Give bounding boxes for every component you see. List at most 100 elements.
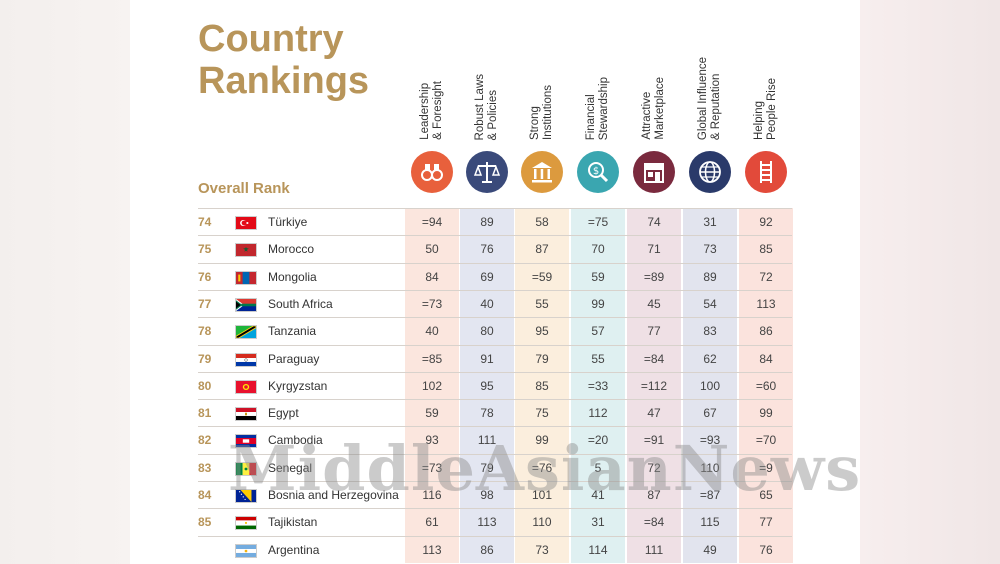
- score-cell: 71: [647, 242, 661, 257]
- score-cell: 111: [477, 433, 497, 448]
- column-header-7: Helping People Rise: [739, 35, 793, 140]
- morocco-flag: [235, 243, 257, 258]
- score-cell: 74: [647, 215, 661, 229]
- score-cell: 116: [422, 488, 442, 502]
- column-header-label: Leadership & Foresight: [419, 81, 444, 140]
- score-cell: 101: [531, 488, 553, 502]
- column-background-2: [460, 208, 514, 563]
- country-name: Tanzania: [268, 324, 317, 339]
- table-row: 76 Mongolia 84 69 =59 59 =89 89 72: [198, 262, 792, 291]
- score-cell: 40: [425, 324, 439, 339]
- score-cell: =75: [587, 215, 609, 229]
- score-cell: 87: [535, 242, 549, 257]
- score-cell: =60: [755, 378, 777, 393]
- score-cell: 114: [588, 542, 608, 557]
- score-cell: =84: [643, 515, 665, 530]
- score-cell: =87: [699, 488, 721, 502]
- score-cell: 99: [759, 406, 773, 421]
- egypt-flag: [235, 407, 257, 422]
- score-cell: =94: [421, 215, 443, 229]
- score-cell: 99: [591, 296, 605, 311]
- score-cell: 80: [480, 324, 494, 339]
- score-cell: 31: [591, 515, 605, 530]
- watermark: MiddleAsianNews: [228, 432, 862, 505]
- column-header-label: Financial Stewardship: [585, 76, 610, 140]
- bosnia-flag: [235, 489, 257, 503]
- score-cell: =91: [643, 433, 665, 448]
- score-cell: =9: [759, 460, 773, 475]
- overall-rank: 81: [198, 406, 212, 421]
- score-cell: 77: [759, 515, 773, 530]
- cambodia-flag: [235, 434, 257, 449]
- country-name: Argentina: [268, 542, 320, 557]
- column-background-5: [627, 208, 681, 563]
- column-header-label: Strong Institutions: [529, 85, 554, 140]
- score-cell: 91: [480, 351, 494, 366]
- score-cell: 89: [480, 215, 494, 229]
- overall-rank: 76: [198, 269, 212, 284]
- score-cell: 95: [480, 378, 494, 393]
- table-row: 74 Türkiye =94 89 58 =75 74 31 92: [198, 208, 792, 236]
- column-header-label: Global Influence & Reputation: [697, 56, 722, 140]
- column-header-2: Robust Laws & Policies: [460, 35, 514, 140]
- country-name: Egypt: [268, 406, 299, 421]
- score-cell: 55: [591, 351, 605, 366]
- table-row: 84 Bosnia and Herzegovina 116 98 101 41 87 =87 6…: [198, 481, 792, 509]
- score-cell: 73: [535, 542, 549, 557]
- score-cell: 113: [422, 542, 442, 557]
- score-cell: =59: [531, 269, 553, 284]
- country-name: Kyrgyzstan: [268, 378, 328, 393]
- paraguay-flag: [235, 352, 257, 367]
- country-name: Tajikistan: [268, 515, 318, 530]
- score-cell: =73: [421, 296, 443, 311]
- country-name: Türkiye: [268, 215, 308, 229]
- score-cell: 65: [759, 488, 773, 502]
- tajikistan-flag: [235, 516, 257, 531]
- senegal-flag: [235, 461, 257, 476]
- country-name: Senegal: [268, 460, 313, 475]
- score-cell: 92: [759, 215, 773, 229]
- score-cell: 86: [480, 542, 494, 557]
- score-cell: =20: [587, 433, 609, 448]
- overall-rank: 75: [198, 242, 212, 257]
- score-cell: 79: [480, 460, 494, 475]
- score-cell: 89: [703, 269, 717, 284]
- score-cell: 76: [759, 542, 773, 557]
- score-cell: 84: [759, 351, 773, 366]
- overall-rank: 74: [198, 215, 212, 229]
- mongolia-flag: [235, 270, 257, 285]
- column-header-label: Attractive Marketplace: [641, 77, 666, 140]
- column-background-1: [405, 208, 459, 563]
- score-cell: 75: [535, 406, 549, 421]
- score-cell: 45: [647, 296, 661, 311]
- score-cell: =70: [755, 433, 777, 448]
- overall-rank: 84: [198, 488, 212, 502]
- institution-icon: [521, 151, 563, 193]
- score-cell: 79: [535, 351, 549, 366]
- svg-text:$: $: [593, 166, 599, 177]
- country-name: Cambodia: [268, 433, 323, 448]
- column-header-label: Helping People Rise: [753, 77, 778, 140]
- score-cell: =112: [640, 378, 668, 393]
- score-cell: =85: [421, 351, 443, 366]
- score-cell: =84: [643, 351, 665, 366]
- score-cell: 73: [703, 242, 717, 257]
- column-header-5: Attractive Marketplace: [627, 35, 681, 140]
- country-name: South Africa: [268, 296, 333, 311]
- table-row: 82 Cambodia 93 111 99 =20 =91 =93 =70: [198, 426, 792, 454]
- table-row: 77 South Africa =73 40 55 99 45 54 113: [198, 289, 792, 318]
- score-cell: 5: [594, 460, 602, 475]
- score-cell: 77: [647, 324, 661, 339]
- score-cell: 57: [591, 324, 605, 339]
- table-row: 81 Egypt 59 78 75 112 47 67 99: [198, 399, 792, 427]
- table-row: 80 Kyrgyzstan 102 95 85 =33 =112 100 =60: [198, 371, 792, 400]
- score-cell: 112: [588, 406, 608, 421]
- score-cell: 115: [700, 515, 720, 530]
- score-cell: 85: [535, 378, 549, 393]
- score-cell: 113: [477, 515, 497, 530]
- overall-rank: 77: [198, 296, 212, 311]
- table-row: 83 Senegal =73 79 =76 5 72 110 =9: [198, 453, 792, 482]
- score-cell: 50: [425, 242, 439, 257]
- country-name: Paraguay: [268, 351, 320, 366]
- score-cell: =89: [643, 269, 665, 284]
